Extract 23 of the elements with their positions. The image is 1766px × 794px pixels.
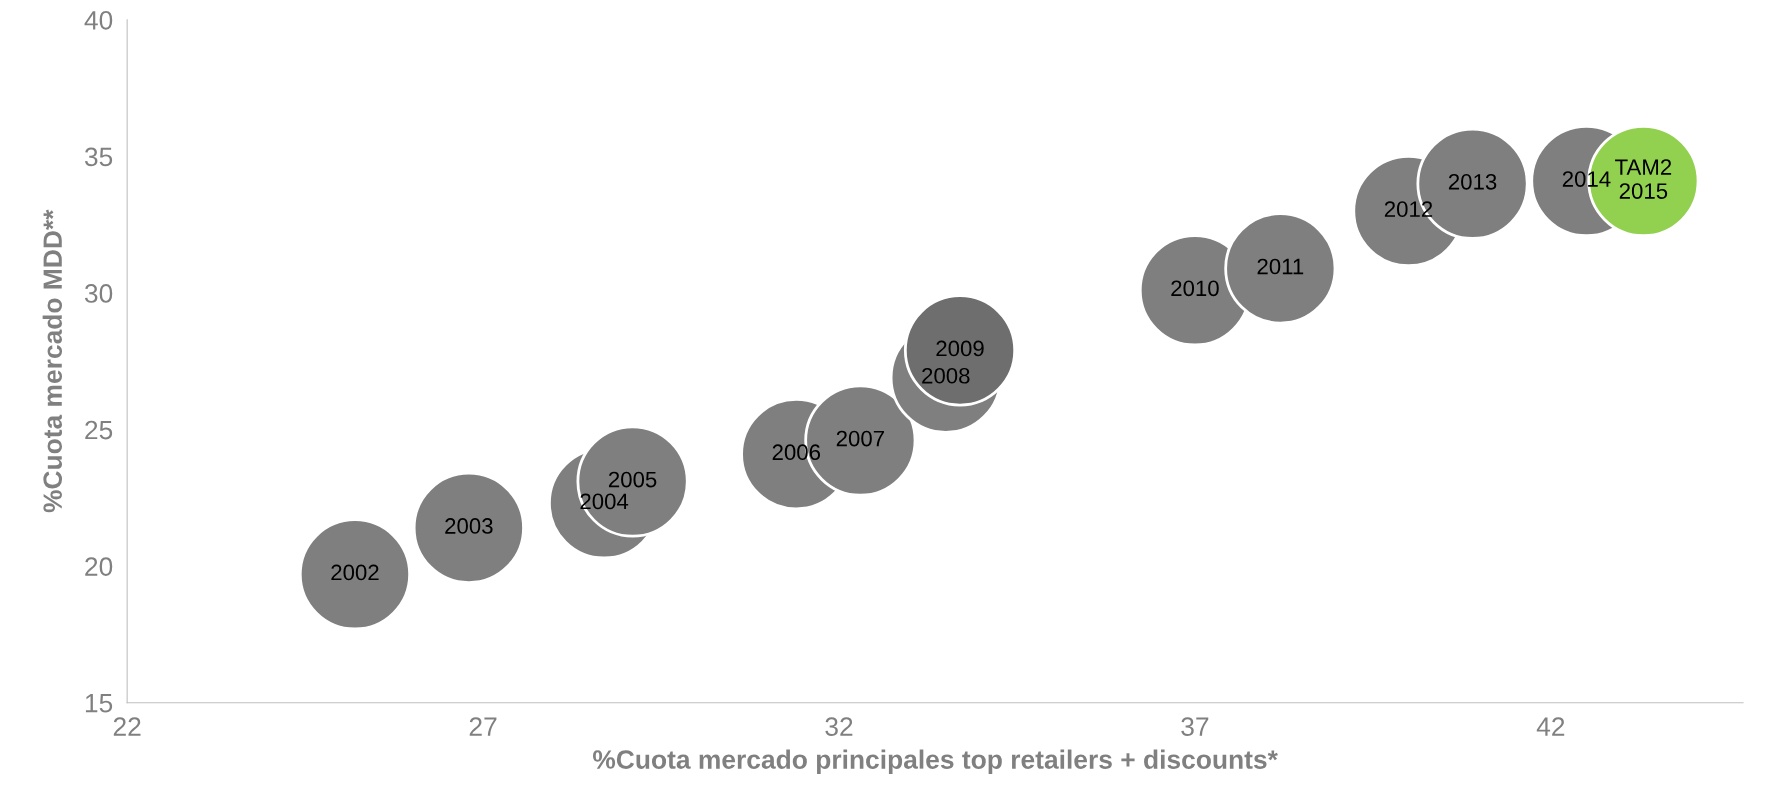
annotation: 2009 — [936, 340, 984, 357]
annotation: 2008 — [922, 367, 970, 384]
annotation: 2007 — [836, 430, 884, 447]
annotation: 2011 — [1257, 258, 1304, 275]
y-tick-label: 40 — [84, 10, 113, 30]
annotation: 2013 — [1448, 173, 1497, 190]
x-tick-label: 27 — [469, 717, 497, 736]
annotation: 2010 — [1171, 280, 1219, 297]
y-tick-label: 30 — [84, 284, 113, 303]
x-tick-label: 32 — [825, 717, 853, 736]
y-tick-label: 15 — [85, 694, 113, 713]
annotation: 2002 — [331, 564, 379, 581]
y-tick-label: 35 — [84, 147, 113, 167]
y-axis-title: %Cuota mercado MDD** — [42, 209, 63, 513]
x-tick-label: 22 — [113, 717, 141, 736]
annotation: 2003 — [445, 518, 493, 534]
y-tick-label: 25 — [85, 420, 113, 440]
y-tick-label: 20 — [85, 557, 113, 576]
annotation: TAM2 2015 — [1615, 159, 1672, 199]
x-tick-label: 42 — [1536, 717, 1565, 736]
x-axis-title: %Cuota mercado principales top retailers + discounts* — [592, 749, 1278, 775]
x-tick-label: 37 — [1181, 717, 1209, 736]
annotation: 2005 — [608, 471, 657, 488]
